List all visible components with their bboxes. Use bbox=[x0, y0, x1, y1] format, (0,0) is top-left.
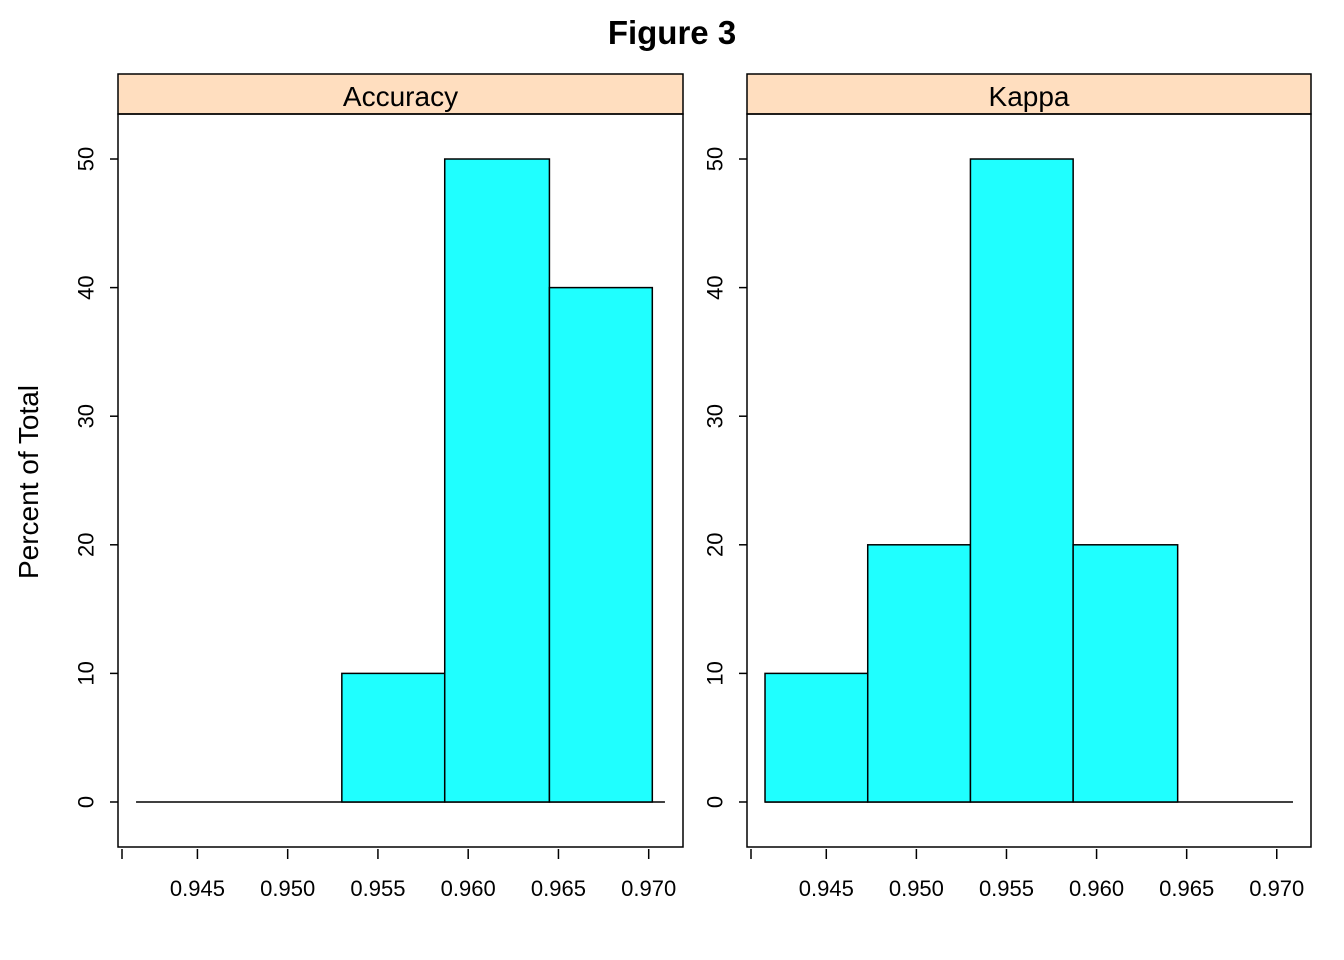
x-tick-label: 0.955 bbox=[350, 876, 405, 901]
y-tick-label: 40 bbox=[703, 275, 728, 299]
strip-label: Kappa bbox=[989, 81, 1070, 112]
x-tick-label: 0.950 bbox=[889, 876, 944, 901]
bar-4 bbox=[548, 286, 654, 803]
plot-frame bbox=[746, 113, 1312, 848]
x-tick-label: 0.960 bbox=[441, 876, 496, 901]
strip-accuracy bbox=[117, 73, 684, 115]
panel-accuracy: Accuracy 0 10 20 30 40 50 0.945 0.950 0.955 0.960 0… bbox=[74, 73, 684, 901]
x-tick-label: 0.960 bbox=[1069, 876, 1124, 901]
y-tick-label: 20 bbox=[703, 533, 728, 557]
bar-3 bbox=[443, 158, 551, 803]
x-tick-label: 0.955 bbox=[979, 876, 1034, 901]
panels: Accuracy 0 10 20 30 40 50 0.945 0.950 0.955 0.960 0… bbox=[74, 73, 1312, 901]
y-tick-label: 0 bbox=[703, 796, 728, 808]
plot-frame bbox=[117, 113, 684, 848]
y-tick-label: 20 bbox=[74, 533, 99, 557]
strip-kappa bbox=[746, 73, 1312, 115]
x-tick-label: 0.965 bbox=[1159, 876, 1214, 901]
bar-0 bbox=[764, 672, 869, 803]
figure-title: Figure 3 bbox=[608, 14, 736, 51]
y-tick-label: 40 bbox=[74, 275, 99, 299]
y-tick-label: 30 bbox=[74, 404, 99, 428]
x-tick-label: 0.945 bbox=[170, 876, 225, 901]
y-tick-label: 50 bbox=[703, 147, 728, 171]
x-tick-label: 0.945 bbox=[799, 876, 854, 901]
y-tick-label: 30 bbox=[703, 404, 728, 428]
strip-label: Accuracy bbox=[343, 81, 458, 112]
x-tick-label: 0.970 bbox=[1249, 876, 1304, 901]
bar-1 bbox=[866, 544, 972, 803]
panel-kappa: Kappa 0 10 20 30 40 50 0.945 0.950 0.955 0.960 0.96… bbox=[703, 73, 1312, 901]
x-tick-label: 0.950 bbox=[260, 876, 315, 901]
x-tick-label: 0.965 bbox=[531, 876, 586, 901]
y-tick-label: 10 bbox=[74, 661, 99, 685]
y-tick-label: 10 bbox=[703, 661, 728, 685]
x-tick-label: 0.970 bbox=[621, 876, 676, 901]
bar-2 bbox=[341, 672, 446, 803]
bar-3 bbox=[1072, 544, 1179, 803]
y-tick-label: 0 bbox=[74, 796, 99, 808]
bar-2 bbox=[969, 158, 1074, 803]
y-tick-label: 50 bbox=[74, 147, 99, 171]
y-axis-label: Percent of Total bbox=[13, 385, 44, 579]
